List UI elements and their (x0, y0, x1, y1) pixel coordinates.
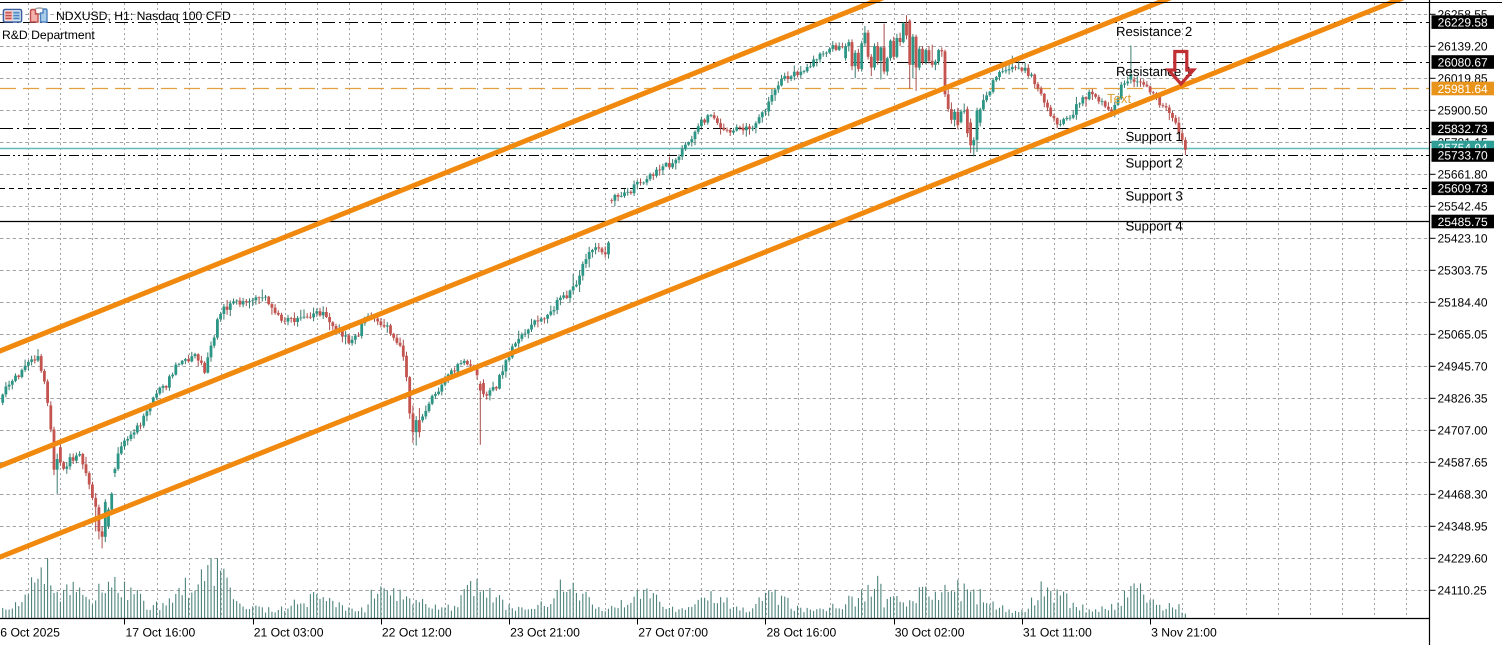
svg-text:Support 3: Support 3 (1126, 189, 1183, 204)
svg-text:17 Oct 16:00: 17 Oct 16:00 (126, 626, 196, 640)
svg-text:Support 1: Support 1 (1126, 129, 1183, 144)
svg-text:27 Oct 07:00: 27 Oct 07:00 (638, 626, 708, 640)
svg-text:24229.60: 24229.60 (1438, 552, 1488, 566)
svg-text:26080.67: 26080.67 (1438, 55, 1488, 69)
svg-text:25303.75: 25303.75 (1438, 264, 1488, 278)
svg-text:22 Oct 12:00: 22 Oct 12:00 (382, 626, 452, 640)
svg-text:Resistance 2: Resistance 2 (1116, 24, 1192, 39)
svg-text:25981.64: 25981.64 (1438, 82, 1488, 96)
svg-text:31 Oct 11:00: 31 Oct 11:00 (1023, 626, 1092, 640)
svg-text:25542.45: 25542.45 (1438, 200, 1488, 214)
svg-text:Support 2: Support 2 (1126, 156, 1183, 171)
svg-text:3 Nov 21:00: 3 Nov 21:00 (1151, 626, 1217, 640)
svg-text:16 Oct 2025: 16 Oct 2025 (0, 626, 60, 640)
svg-text:24826.35: 24826.35 (1438, 392, 1488, 406)
svg-text:25661.80: 25661.80 (1438, 168, 1488, 182)
svg-text:R&D Department: R&D Department (2, 28, 95, 42)
svg-text:25485.75: 25485.75 (1438, 215, 1488, 229)
svg-text:25423.10: 25423.10 (1438, 232, 1488, 246)
svg-text:26229.58: 26229.58 (1438, 16, 1488, 30)
svg-text:24587.65: 24587.65 (1438, 456, 1488, 470)
svg-text:25609.73: 25609.73 (1438, 182, 1488, 196)
svg-text:30 Oct 02:00: 30 Oct 02:00 (895, 626, 965, 640)
svg-text:21 Oct 03:00: 21 Oct 03:00 (254, 626, 324, 640)
svg-text:25065.05: 25065.05 (1438, 328, 1488, 342)
svg-text:26139.20: 26139.20 (1438, 40, 1488, 54)
svg-text:NDXUSD, H1: Nasdaq 100 CFD: NDXUSD, H1: Nasdaq 100 CFD (56, 9, 231, 23)
svg-text:24110.25: 24110.25 (1438, 584, 1487, 598)
svg-text:25900.50: 25900.50 (1438, 104, 1488, 118)
svg-text:25733.70: 25733.70 (1438, 148, 1488, 162)
svg-text:24707.00: 24707.00 (1438, 424, 1488, 438)
svg-text:24348.95: 24348.95 (1438, 520, 1488, 534)
svg-text:24945.70: 24945.70 (1438, 360, 1488, 374)
svg-text:Resistance 1: Resistance 1 (1116, 64, 1192, 79)
svg-text:25832.73: 25832.73 (1438, 122, 1488, 136)
svg-text:24468.30: 24468.30 (1438, 488, 1488, 502)
svg-text:Support 4: Support 4 (1126, 219, 1183, 234)
svg-text:Text: Text (1107, 91, 1132, 106)
svg-text:28 Oct 16:00: 28 Oct 16:00 (767, 626, 837, 640)
svg-text:23 Oct 21:00: 23 Oct 21:00 (510, 626, 580, 640)
svg-text:25184.40: 25184.40 (1438, 296, 1488, 310)
